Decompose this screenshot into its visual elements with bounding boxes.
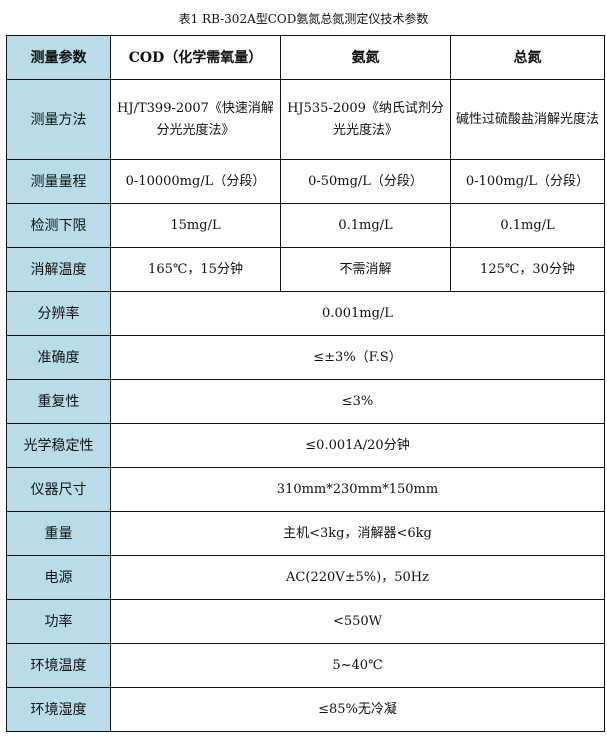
table-row: 电源 AC(220V±5%)，50Hz — [6, 555, 605, 600]
value-cell: 0.1mg/L — [280, 203, 451, 248]
value-cell: 0-50mg/L（分段） — [280, 159, 451, 204]
table-row: 检测下限 15mg/L 0.1mg/L 0.1mg/L — [6, 203, 605, 248]
value-cell: AC(220V±5%)，50Hz — [110, 555, 605, 600]
table-row: 环境温度 5~40℃ — [6, 643, 605, 688]
table-row: 光学稳定性 ≤0.001A/20分钟 — [6, 423, 605, 468]
value-cell: 125℃，30分钟 — [450, 247, 605, 292]
value-cell: ≤3% — [110, 379, 605, 424]
row-label: 重量 — [6, 511, 111, 556]
value-cell: 碱性过硫酸盐消解光度法 — [450, 79, 605, 160]
value-cell: <550W — [110, 599, 605, 644]
value-cell: 0.1mg/L — [450, 203, 605, 248]
header-row: 测量参数 COD（化学需氧量） 氨氮 总氮 — [6, 35, 605, 80]
value-cell: ≤0.001A/20分钟 — [110, 423, 605, 468]
table-row: 环境湿度 ≤85%无冷凝 — [6, 687, 605, 732]
value-cell: 主机<3kg，消解器<6kg — [110, 511, 605, 556]
table-row: 分辨率 0.001mg/L — [6, 291, 605, 336]
row-label: 环境湿度 — [6, 687, 111, 732]
value-cell: 0-10000mg/L（分段） — [110, 159, 281, 204]
table-row: 消解温度 165℃，15分钟 不需消解 125℃，30分钟 — [6, 247, 605, 292]
row-label: 仪器尺寸 — [6, 467, 111, 512]
value-cell: 0.001mg/L — [110, 291, 605, 336]
row-label: 测量方法 — [6, 79, 111, 160]
row-label: 测量量程 — [6, 159, 111, 204]
row-label: 电源 — [6, 555, 111, 600]
value-cell: 165℃，15分钟 — [110, 247, 281, 292]
value-cell: HJ/T399-2007《快速消解分光光度法》 — [110, 79, 281, 160]
table-row: 准确度 ≤±3%（F.S） — [6, 335, 605, 380]
row-label: 环境温度 — [6, 643, 111, 688]
table-caption: 表1 RB-302A型COD氨氮总氮测定仪技术参数 — [178, 12, 429, 26]
value-cell: ≤±3%（F.S） — [110, 335, 605, 380]
row-label: 分辨率 — [6, 291, 111, 336]
header-cell: COD（化学需氧量） — [110, 35, 281, 80]
value-cell: HJ535-2009《纳氏试剂分光光度法》 — [280, 79, 451, 160]
table-row: 功率 <550W — [6, 599, 605, 644]
header-cell: 氨氮 — [280, 35, 451, 80]
value-cell: 5~40℃ — [110, 643, 605, 688]
row-label: 检测下限 — [6, 203, 111, 248]
value-cell: ≤85%无冷凝 — [110, 687, 605, 732]
spec-table: 测量参数 COD（化学需氧量） 氨氮 总氮 测量方法 HJ/T399-2007《快速消解分… — [6, 35, 605, 732]
table-row: 重量 主机<3kg，消解器<6kg — [6, 511, 605, 556]
value-cell: 15mg/L — [110, 203, 281, 248]
row-label: 消解温度 — [6, 247, 111, 292]
row-label: 重复性 — [6, 379, 111, 424]
table-row: 仪器尺寸 310mm*230mm*150mm — [6, 467, 605, 512]
row-label: 准确度 — [6, 335, 111, 380]
header-label-cell: 测量参数 — [6, 35, 111, 80]
value-cell: 不需消解 — [280, 247, 451, 292]
row-label: 功率 — [6, 599, 111, 644]
value-cell: 310mm*230mm*150mm — [110, 467, 605, 512]
table-row: 测量方法 HJ/T399-2007《快速消解分光光度法》 HJ535-2009《纳氏… — [6, 79, 605, 160]
table-row: 重复性 ≤3% — [6, 379, 605, 424]
value-cell: 0-100mg/L（分段） — [450, 159, 605, 204]
header-cell: 总氮 — [450, 35, 605, 80]
row-label: 光学稳定性 — [6, 423, 111, 468]
table-row: 测量量程 0-10000mg/L（分段） 0-50mg/L（分段） 0-100mg/L… — [6, 159, 605, 204]
